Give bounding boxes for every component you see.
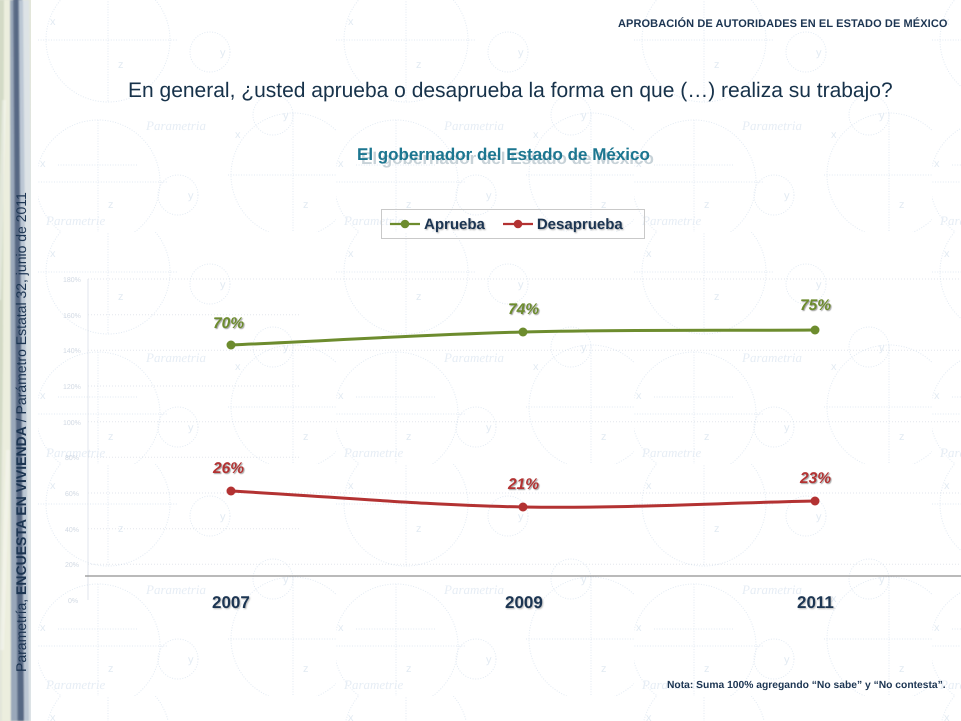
svg-text:100%: 100%	[63, 420, 81, 427]
svg-text:140%: 140%	[63, 348, 81, 355]
svg-text:40%: 40%	[65, 527, 79, 534]
svg-text:60%: 60%	[65, 491, 79, 498]
svg-text:80%: 80%	[65, 455, 79, 462]
svg-text:160%: 160%	[63, 313, 81, 320]
svg-text:20%: 20%	[65, 562, 79, 569]
svg-text:120%: 120%	[63, 384, 81, 391]
svg-text:180%: 180%	[63, 277, 81, 284]
svg-text:0%: 0%	[68, 598, 78, 605]
